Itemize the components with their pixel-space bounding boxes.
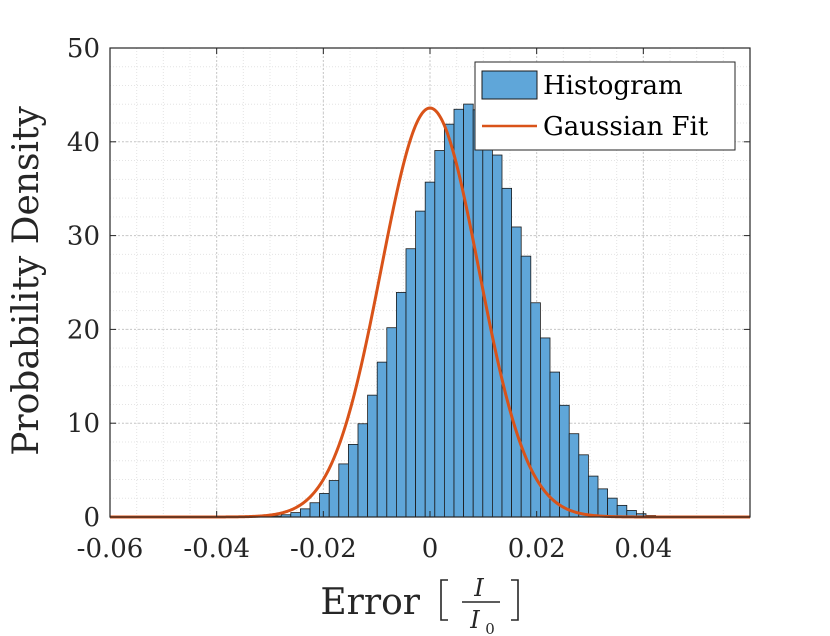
histogram-bar — [395, 292, 407, 518]
histogram-bar — [607, 497, 618, 518]
histogram-bar — [424, 181, 436, 518]
histogram-bar — [616, 504, 628, 518]
histogram-bar — [338, 463, 349, 518]
x-axis-title-numerator: I — [473, 574, 484, 602]
histogram-bar — [597, 488, 608, 518]
histogram-bar — [328, 480, 340, 518]
histogram-bar — [415, 210, 426, 518]
histogram-bar — [578, 454, 589, 518]
histogram-bar — [386, 327, 397, 518]
histogram-bar — [472, 109, 484, 518]
histogram-bar — [347, 443, 359, 518]
x-axis-title-text: Error — [320, 582, 420, 623]
x-tick-label: -0.02 — [290, 534, 357, 564]
histogram-bar — [559, 404, 570, 518]
x-axis-title-denominator: I — [469, 606, 480, 634]
histogram-bars — [261, 103, 666, 518]
histogram-bar — [463, 103, 474, 518]
histogram-bar — [443, 123, 455, 518]
histogram-bar — [367, 394, 378, 518]
histogram-bar — [588, 475, 599, 518]
x-tick-label: -0.06 — [77, 534, 144, 564]
x-axis-ticks: -0.06 -0.04 -0.02 0 0.02 0.04 — [77, 48, 672, 564]
histogram-bar — [434, 150, 445, 518]
legend: Histogram Gaussian Fit — [474, 61, 736, 151]
y-tick-label: 10 — [67, 409, 100, 439]
histogram-bar — [299, 508, 311, 518]
legend-histogram-swatch — [481, 70, 538, 100]
x-axis-title: Error I I 0 — [320, 574, 519, 636]
x-tick-label: 0.04 — [614, 534, 672, 564]
y-tick-label: 30 — [67, 222, 100, 252]
x-tick-label: 0 — [422, 534, 439, 564]
y-tick-label: 50 — [67, 34, 100, 64]
histogram-bar — [309, 502, 321, 518]
x-axis-title-right-bracket — [511, 579, 519, 621]
legend-gaussian-fit-label: Gaussian Fit — [543, 112, 709, 142]
x-tick-label: -0.04 — [183, 534, 250, 564]
histogram-bar — [357, 423, 368, 518]
histogram-bar — [549, 371, 561, 518]
histogram-bar — [405, 248, 416, 518]
histogram-bar — [511, 226, 522, 518]
y-axis-title: Probability Density — [6, 106, 47, 456]
histogram-bar — [520, 255, 532, 518]
histogram-bar — [568, 433, 580, 518]
x-axis-title-left-bracket — [440, 579, 448, 621]
x-tick-label: 0.02 — [508, 534, 566, 564]
histogram-bar — [501, 187, 513, 518]
y-axis-ticks: 0 10 20 30 40 50 — [67, 34, 750, 533]
y-tick-label: 0 — [83, 503, 100, 533]
histogram-bar — [290, 512, 301, 518]
histogram-bar — [319, 493, 330, 518]
x-axis-title-denominator-subscript: 0 — [485, 620, 495, 636]
y-tick-label: 20 — [67, 315, 100, 345]
y-tick-label: 40 — [67, 128, 100, 158]
legend-histogram-label: Histogram — [543, 71, 683, 101]
histogram-bar — [376, 361, 388, 518]
